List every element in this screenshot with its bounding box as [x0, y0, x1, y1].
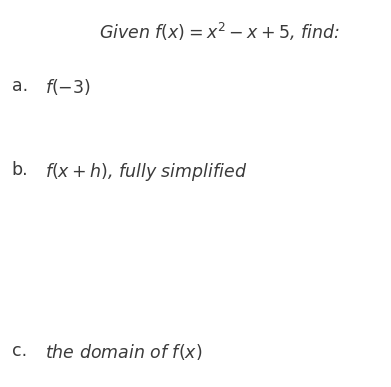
Text: the domain of $f(x)$: the domain of $f(x)$	[45, 342, 202, 363]
Text: c.: c.	[12, 342, 27, 361]
Text: $f(-3)$: $f(-3)$	[45, 77, 91, 98]
Text: $f(x+h)$, fully simplified: $f(x+h)$, fully simplified	[45, 161, 247, 183]
Text: a.: a.	[12, 77, 28, 96]
Text: Given $f(x) = x^2 - x + 5$, find:: Given $f(x) = x^2 - x + 5$, find:	[99, 21, 339, 43]
Text: b.: b.	[12, 161, 29, 179]
